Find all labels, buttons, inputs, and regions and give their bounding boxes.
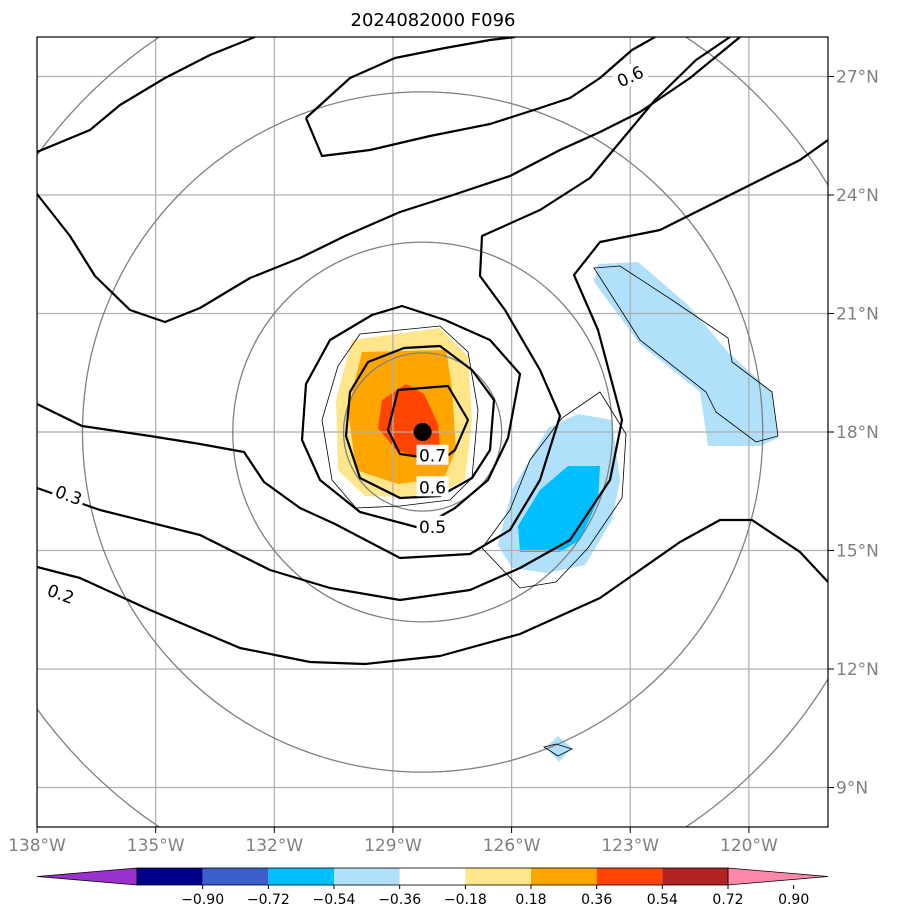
colorbar-bin <box>137 868 203 885</box>
colorbar-bin <box>531 868 597 885</box>
lon-tick-label: 123°W <box>601 836 659 856</box>
colorbar-extend-min <box>36 867 138 886</box>
contour-label-bg <box>42 578 80 608</box>
shade-negative-036-a <box>518 466 600 552</box>
colorbar-bin <box>202 868 269 885</box>
lon-tick-label: 132°W <box>245 836 303 856</box>
colorbar-tick-label: 0.54 <box>647 892 678 908</box>
figure-title: 2024082000 F096 <box>351 10 516 31</box>
lon-tick-label: 126°W <box>483 836 541 856</box>
contour-upper-1 <box>37 37 256 154</box>
thin-contour-negative-a <box>481 391 627 589</box>
storm-center-marker <box>413 423 432 441</box>
longitude-axis: 138°W 135°W 132°W 129°W 126°W 123°W 120°W <box>8 827 778 856</box>
lat-tick-label: 27°N <box>836 68 879 88</box>
colorbar-tick-label: −0.36 <box>378 892 421 908</box>
contour-0.3 <box>37 139 828 602</box>
colorbar-bin <box>268 868 334 885</box>
shade-negative-018-b <box>594 262 778 446</box>
thin-contour-negative-c <box>543 743 574 757</box>
graticule <box>37 37 828 827</box>
colorbar-tick-label: 0.36 <box>581 892 612 908</box>
lat-tick-label: 18°N <box>836 423 879 443</box>
contour-upper-2 <box>37 37 741 324</box>
lat-tick-label: 15°N <box>836 542 879 562</box>
shade-negative-018-c <box>546 736 572 762</box>
contour-label-bg <box>611 59 649 92</box>
colorbar-extend-max <box>727 867 829 886</box>
lat-tick-label: 24°N <box>836 186 879 206</box>
contour-label-bg <box>50 479 88 510</box>
contour-label-bg <box>416 476 449 497</box>
thin-contour-negative-b <box>593 265 779 443</box>
colorbar-tick-label: 0.72 <box>712 892 743 908</box>
colorbar-tick-label: 0.90 <box>778 892 809 908</box>
colorbar-outline <box>136 867 729 886</box>
colorbar-bin <box>465 868 531 885</box>
colorbar-bin <box>334 868 400 885</box>
contour-0.6-upper <box>305 37 516 119</box>
contour-0.2 <box>37 518 828 666</box>
colorbar-tick-label: 0.18 <box>515 892 546 908</box>
range-ring <box>342 352 503 512</box>
lon-tick-label: 138°W <box>8 836 66 856</box>
latitude-axis: 27°N 24°N 21°N 18°N 15°N 12°N 9°N <box>828 68 879 799</box>
range-ring <box>232 241 614 623</box>
colorbar-tick-label: −0.90 <box>181 892 224 908</box>
colorbar-tick-label: −0.18 <box>444 892 487 908</box>
thin-contour-positive <box>321 325 479 509</box>
contour-label: 0.5 <box>419 518 446 538</box>
lon-tick-label: 129°W <box>364 836 422 856</box>
contour-label: 0.6 <box>419 478 446 498</box>
thin-contours <box>321 265 779 757</box>
colorbar-bin <box>662 868 728 885</box>
contour-0.6-upper-b <box>304 37 656 158</box>
contour-label-bg <box>416 444 449 465</box>
lon-tick-label: 120°W <box>720 836 778 856</box>
thick-contours <box>37 37 828 666</box>
colorbar-tick-label: −0.54 <box>313 892 356 908</box>
contour-0.4 <box>37 37 731 560</box>
contour-label-bg <box>416 515 449 536</box>
colorbar: −0.90 −0.72 −0.54 −0.36 −0.18 0.18 0.36 0.54 0.7… <box>36 867 829 908</box>
colorbar-bin <box>399 868 466 885</box>
lat-tick-label: 9°N <box>836 779 868 799</box>
colorbar-tick-label: −0.72 <box>247 892 290 908</box>
range-ring <box>81 91 764 773</box>
contour-label: 0.7 <box>419 447 446 467</box>
lat-tick-label: 21°N <box>836 305 879 325</box>
lat-tick-label: 12°N <box>836 660 879 680</box>
lon-tick-label: 135°W <box>127 836 185 856</box>
colorbar-bin <box>596 868 663 885</box>
